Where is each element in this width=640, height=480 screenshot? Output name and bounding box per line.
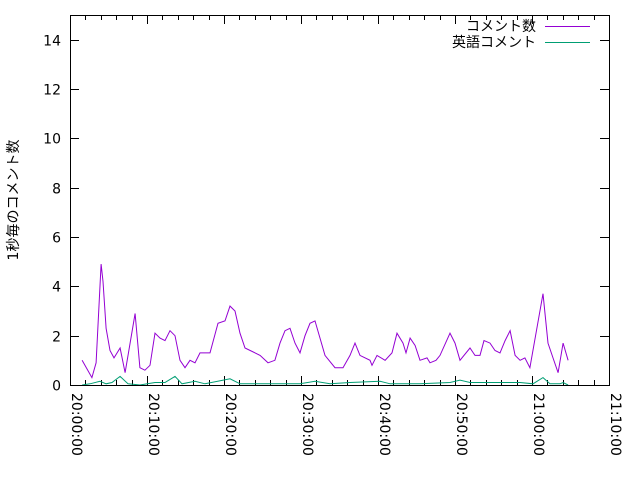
y-tick-label: 10 (43, 132, 61, 148)
y-tick-label: 8 (52, 182, 61, 198)
y-tick-label: 4 (52, 280, 61, 296)
y-tick-label: 2 (52, 330, 61, 346)
series-lines (81, 264, 569, 386)
y-tick-label: 12 (43, 83, 61, 99)
x-tick-label: 20:40:00 (376, 393, 392, 456)
x-tick-label: 20:50:00 (453, 393, 469, 456)
x-tick-label: 20:10:00 (145, 393, 161, 456)
x-tick-label: 21:10:00 (607, 393, 623, 456)
ticks (70, 15, 610, 386)
legend-label-0: コメント数 (466, 19, 536, 35)
y-axis-label: 1秒毎のコメント数 (6, 140, 22, 261)
series-line-0 (81, 264, 569, 379)
x-tick-labels: 20:00:00 20:10:00 20:20:00 20:30:00 20:40:00… (68, 393, 623, 456)
plot-border (70, 15, 610, 386)
series-line-1 (82, 375, 569, 386)
x-tick-label: 20:20:00 (222, 393, 238, 456)
y-tick-label: 0 (52, 379, 61, 395)
y-tick-labels: 0 2 4 6 8 10 12 14 (43, 34, 61, 395)
x-tick-label: 20:00:00 (68, 393, 84, 456)
y-tick-label: 14 (43, 34, 61, 50)
y-tick-label: 6 (52, 231, 61, 247)
x-tick-label: 21:00:00 (530, 393, 546, 456)
x-tick-label: 20:30:00 (299, 393, 315, 456)
legend-label-1: 英語コメント (452, 34, 536, 51)
